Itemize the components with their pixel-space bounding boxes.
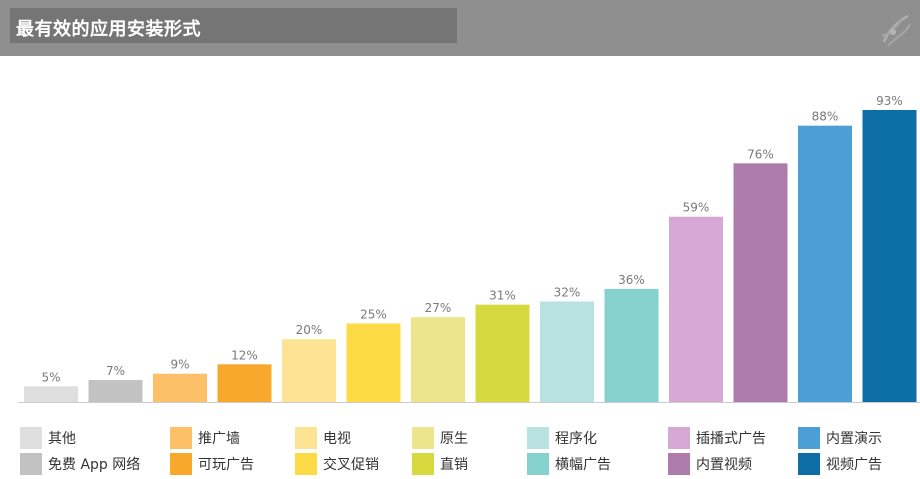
bar	[669, 216, 723, 402]
data-label: 76%	[747, 147, 774, 161]
bar	[88, 380, 143, 402]
bar	[862, 109, 917, 403]
legend-swatch	[170, 427, 192, 449]
data-label: 32%	[554, 286, 581, 300]
legend-item: 视频广告	[798, 453, 882, 475]
legend-swatch	[170, 453, 192, 475]
legend-label: 内置视频	[696, 457, 752, 473]
data-label: 20%	[296, 323, 323, 337]
legend-label: 可玩广告	[198, 457, 254, 473]
legend-label: 内置演示	[826, 431, 882, 447]
legend-label: 视频广告	[826, 457, 882, 473]
bar	[282, 339, 336, 402]
legend-item: 交叉促销	[295, 453, 379, 475]
bar	[733, 163, 788, 402]
data-label: 36%	[618, 273, 645, 287]
bar	[798, 125, 852, 403]
legend-swatch	[20, 453, 42, 475]
legend-item: 内置视频	[668, 453, 752, 475]
data-label: 31%	[489, 289, 516, 303]
bar	[540, 301, 594, 402]
title-box	[10, 8, 457, 43]
swirl-logo-icon	[881, 14, 911, 47]
legend-item: 直销	[412, 453, 468, 475]
legend-label: 交叉促销	[323, 457, 379, 473]
data-label: 27%	[425, 301, 452, 315]
data-label: 5%	[41, 370, 60, 384]
legend-label: 直销	[440, 457, 468, 473]
header-bar: 最有效的应用安装形式	[0, 0, 920, 56]
data-label: 7%	[106, 364, 125, 378]
legend-item: 原生	[412, 427, 468, 449]
legend-item: 推广墙	[170, 427, 240, 449]
legend-label: 原生	[440, 431, 468, 447]
legend-swatch	[798, 427, 820, 449]
bar	[604, 288, 659, 402]
bar	[411, 317, 465, 402]
legend-label: 程序化	[555, 431, 597, 447]
legend-item: 内置演示	[798, 427, 882, 449]
legend-item: 插播式广告	[668, 427, 766, 449]
legend-swatch	[295, 453, 317, 475]
legend-item: 电视	[295, 427, 351, 449]
legend-swatch	[798, 453, 820, 475]
legend-label: 电视	[323, 431, 351, 447]
bar	[217, 364, 272, 402]
legend-swatch	[412, 453, 434, 475]
bar	[475, 304, 530, 402]
legend-item: 程序化	[527, 427, 597, 449]
legend-item: 免费 App 网络	[20, 453, 140, 475]
legend-swatch	[668, 453, 690, 475]
legend-swatch	[527, 453, 549, 475]
data-label: 9%	[170, 358, 189, 372]
bar	[346, 323, 401, 402]
legend-swatch	[668, 427, 690, 449]
legend-item: 可玩广告	[170, 453, 254, 475]
legend-swatch	[412, 427, 434, 449]
legend-swatch	[527, 427, 549, 449]
data-label: 88%	[812, 110, 839, 124]
data-label: 59%	[683, 201, 710, 215]
legend-swatch	[20, 427, 42, 449]
legend-swatch	[295, 427, 317, 449]
legend-label: 免费 App 网络	[48, 457, 141, 473]
legend-item: 横幅广告	[527, 453, 611, 475]
legend-label: 横幅广告	[555, 457, 611, 473]
bar	[153, 373, 207, 402]
legend-label: 推广墙	[198, 431, 240, 447]
legend-item: 其他	[20, 427, 76, 449]
bar-chart: 5% 7% 9% 12% 20% 25% 27% 31% 32% 36% 59% 76% 88% 93%	[18, 94, 920, 403]
bar	[24, 386, 78, 402]
legend-label: 其他	[48, 431, 76, 447]
page-title: 最有效的应用安装形式	[16, 19, 201, 40]
legend-label: 插播式广告	[696, 431, 766, 447]
data-label: 25%	[360, 308, 387, 322]
data-label: 12%	[231, 348, 258, 362]
data-label: 93%	[876, 94, 903, 108]
